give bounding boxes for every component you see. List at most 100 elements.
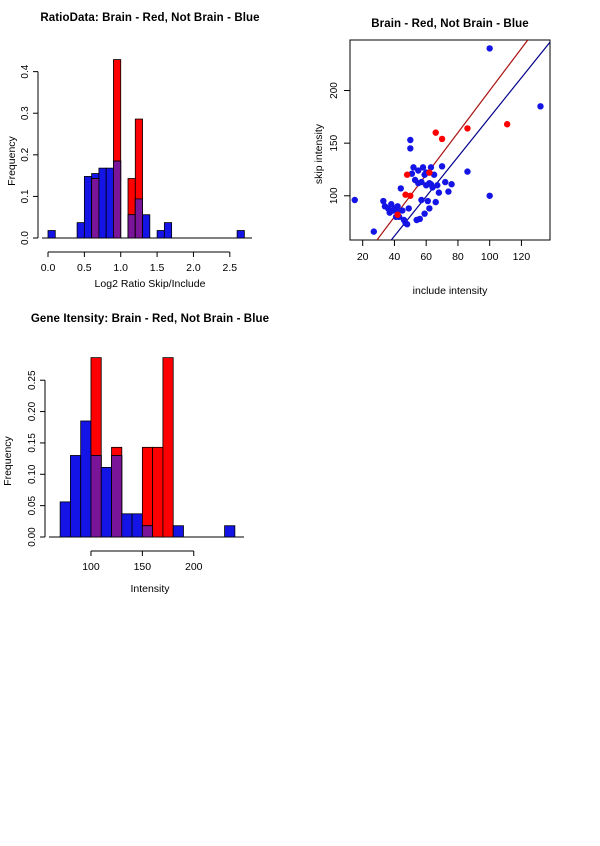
x-tick-label: 0.5 <box>77 262 92 274</box>
scatter-point-notbrain <box>486 45 493 52</box>
scatter-point-notbrain <box>410 164 417 171</box>
x-tick-label: 20 <box>357 251 369 263</box>
scatter-point-brain <box>394 211 401 218</box>
hist-bar-notbrain <box>80 420 92 538</box>
hist-bar-overlap <box>141 525 154 538</box>
scatter-point-notbrain <box>438 163 446 170</box>
x-tick-label: 80 <box>452 251 464 263</box>
scatter-point-notbrain <box>442 178 449 186</box>
x-tick-label: 100 <box>82 561 100 573</box>
hist-bar-notbrain <box>224 525 236 538</box>
scatter-point-notbrain <box>430 171 438 178</box>
hist-bar-notbrain <box>163 222 173 239</box>
scatter-point-notbrain <box>429 184 436 191</box>
hist-bar-notbrain <box>156 230 165 239</box>
scatter-point-brain <box>432 129 439 136</box>
hist-bar-overlap <box>134 198 143 239</box>
hist-bar-notbrain <box>236 230 245 239</box>
scatter-point-notbrain <box>537 103 544 110</box>
scatter-point-notbrain <box>426 205 433 212</box>
hist-bar-notbrain <box>172 525 184 538</box>
scatter-point-notbrain <box>397 185 404 192</box>
y-tick-label: 0.10 <box>27 464 38 484</box>
scatter-point-notbrain <box>399 207 406 214</box>
panel-gene-histogram: Gene Itensity: Brain - Red, Not Brain - … <box>0 300 300 600</box>
y-tick-label: 150 <box>329 134 340 151</box>
x-tick-label: 100 <box>481 251 499 263</box>
y-tick-label: 100 <box>329 187 340 204</box>
x-tick-label: 200 <box>185 561 203 573</box>
y-tick-label: 0.4 <box>20 64 31 78</box>
scatter-point-notbrain <box>418 196 425 204</box>
hist-bar-notbrain <box>76 222 85 239</box>
scatter-point-notbrain <box>407 145 414 152</box>
scatter-point-brain <box>407 192 414 199</box>
x-tick-label: 2.5 <box>223 262 238 274</box>
scatter-plot-area: 100 150 200 20 40 60 80 100 120 <box>329 39 551 263</box>
hist-bar-notbrain <box>131 513 143 538</box>
y-tick-label: 0.25 <box>27 370 38 390</box>
panel-ratio-histogram: RatioData: Brain - Red, Not Brain - Blue… <box>0 0 300 300</box>
scatter-point-notbrain <box>445 188 452 195</box>
hist-bar-notbrain <box>142 214 151 239</box>
scatter-frame <box>349 39 551 241</box>
x-tick-label: 60 <box>420 251 432 263</box>
scatter-point-brain <box>402 191 409 198</box>
scatter-point-notbrain <box>421 210 428 217</box>
scatter-point-notbrain <box>424 197 431 205</box>
scatter-point-notbrain <box>435 189 443 196</box>
y-tick-label: 0.3 <box>20 106 31 120</box>
hist-bar-notbrain <box>121 513 133 538</box>
scatter-point-notbrain <box>408 170 416 177</box>
ratio-hist-plot-area: 0.0 0.1 0.2 0.3 0.4 0.0 0.5 1.0 1.5 2.0 2.5 <box>20 59 252 274</box>
scatter-point-notbrain <box>407 136 414 144</box>
scatter-title: Brain - Red, Not Brain - Blue <box>371 18 529 30</box>
gene-hist-xlabel: Intensity <box>130 583 170 595</box>
hist-bar-notbrain <box>70 455 82 538</box>
y-tick-label: 0.1 <box>20 189 31 203</box>
hist-bar-overlap <box>90 455 102 538</box>
scatter-point-notbrain <box>351 196 358 204</box>
scatter-point-notbrain <box>415 167 422 174</box>
fit-line-brain <box>376 40 529 240</box>
panel-info: G7147098@J939902_RC@i_at altTxStart Cops… <box>300 300 600 600</box>
hist-bar-brain <box>162 357 174 538</box>
ratio-hist-title: RatioData: Brain - Red, Not Brain - Blue <box>40 12 260 24</box>
scatter-point-notbrain <box>418 178 425 186</box>
scatter-point-notbrain <box>434 182 441 189</box>
hist-bar-notbrain <box>100 466 112 538</box>
scatter-point-notbrain <box>432 198 439 206</box>
y-tick-label: 0.0 <box>20 231 31 245</box>
y-tick-label: 200 <box>329 82 340 99</box>
scatter-point-notbrain <box>405 205 412 212</box>
hist-bar-brain <box>141 446 154 538</box>
y-tick-label: 0.00 <box>27 527 38 547</box>
scatter-point-notbrain <box>464 168 471 175</box>
x-tick-label: 1.5 <box>150 262 165 274</box>
gene-hist-plot-area: 0.00 0.05 0.10 0.15 0.20 0.25 100 150 200 <box>27 357 244 573</box>
scatter-content <box>351 40 550 240</box>
scatter-point-brain <box>464 125 471 132</box>
y-tick-label: 0.20 <box>27 401 38 421</box>
scatter-point-notbrain <box>403 221 411 228</box>
x-tick-label: 150 <box>134 561 152 573</box>
scatter-point-brain <box>438 135 446 143</box>
scatter-xlabel: include intensity <box>412 285 488 297</box>
panel-scatter: Brain - Red, Not Brain - Blue include in… <box>300 0 600 300</box>
hist-bar-brain <box>152 446 164 538</box>
scatter-point-notbrain <box>394 203 401 210</box>
x-tick-label: 40 <box>389 251 401 263</box>
scatter-point-notbrain <box>380 197 387 205</box>
gene-hist-title: Gene Itensity: Brain - Red, Not Brain - … <box>30 313 270 325</box>
scatter-point-notbrain <box>370 228 378 235</box>
figure-canvas: RatioData: Brain - Red, Not Brain - Blue… <box>0 0 600 600</box>
hist-bar-notbrain <box>83 176 93 239</box>
hist-bar-overlap <box>111 455 123 538</box>
hist-bar-notbrain <box>59 501 71 538</box>
x-tick-label: 120 <box>513 251 531 263</box>
scatter-point-notbrain <box>419 164 427 171</box>
scatter-point-brain <box>503 121 511 128</box>
scatter-point-notbrain <box>448 181 455 188</box>
x-tick-label: 0.0 <box>41 262 56 274</box>
ratio-hist-xlabel: Log2 Ratio Skip/Include <box>94 278 206 290</box>
